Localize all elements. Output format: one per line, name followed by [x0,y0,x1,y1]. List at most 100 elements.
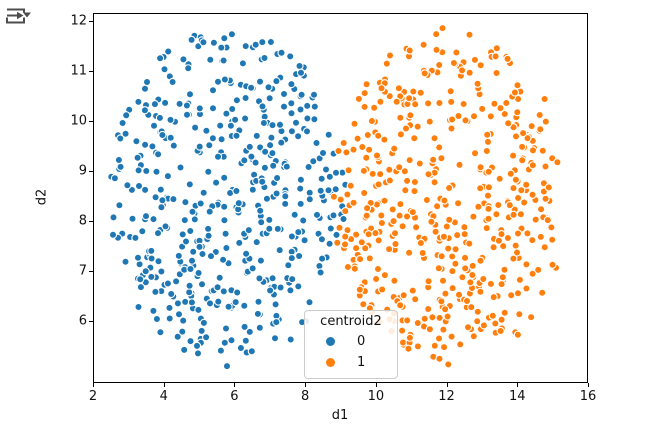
scatter-point [409,87,418,96]
y-axis-label: d2 [34,188,50,206]
scatter-point [497,280,506,289]
scatter-point [182,101,191,110]
scatter-point [447,124,456,133]
scatter-point [483,130,492,139]
scatter-point [247,83,256,92]
scatter-point [192,341,202,351]
scatter-point [494,200,503,210]
scatter-point [390,144,399,153]
scatter-point [287,99,296,108]
scatter-point [396,130,406,139]
scatter-point [118,118,127,128]
scatter-point [204,167,213,176]
x-tick-label: 4 [159,389,168,404]
scatter-point [333,238,342,247]
scatter-point [134,302,143,312]
scatter-point [498,273,507,282]
scatter-point [217,135,226,144]
scatter-point [448,284,457,293]
scatter-point [496,103,505,113]
scatter-point [279,102,289,111]
scatter-point [522,260,531,269]
scatter-point [247,152,256,161]
scatter-point [302,127,312,136]
scatter-point [187,298,196,307]
scatter-point [251,40,260,49]
scatter-point [208,86,218,95]
scatter-point [199,38,208,47]
scatter-point [361,244,370,253]
scatter-point [515,310,524,319]
scatter-point [149,306,158,316]
scatter-point [272,76,281,86]
scatter-point [208,104,218,113]
scatter-point [346,181,355,190]
scatter-point [121,257,130,266]
x-tick-mark [305,383,307,387]
scatter-point [288,275,297,284]
scatter-point [518,142,527,151]
scatter-point [168,77,177,87]
scatter-point [258,102,267,111]
scatter-point [429,155,438,164]
scatter-point [286,286,295,295]
scatter-point [296,68,306,77]
scatter-point [260,163,269,172]
scatter-point [199,188,208,197]
scatter-point [470,55,480,65]
scatter-point [166,133,175,142]
scatter-point [325,172,334,181]
scatter-point [228,104,237,114]
scatter-point [482,224,491,233]
scatter-point [240,156,249,165]
x-tick-mark [446,383,448,387]
scatter-point [500,265,509,274]
scatter-point [416,88,425,97]
scatter-point [284,261,293,270]
scatter-point [517,186,526,195]
scatter-point [466,278,475,287]
scatter-point [151,193,160,202]
scatter-point [149,121,159,130]
scatter-point [226,121,235,130]
scatter-point [184,64,193,73]
scatter-point [408,208,417,217]
scatter-point [424,304,433,314]
scatter-point [329,192,338,201]
scatter-point [359,166,369,175]
scatter-point [287,79,296,89]
scatter-point [147,254,156,263]
scatter-point [465,68,474,77]
scatter-point [173,332,182,341]
scatter-point [222,109,231,118]
legend-entry: 0 [311,331,391,352]
scatter-point [262,194,271,203]
scatter-point [454,199,463,208]
scatter-point [382,59,391,68]
scatter-point [484,214,493,223]
x-tick-label: 6 [230,389,239,404]
scatter-point [195,242,204,251]
scatter-point [491,319,500,328]
scatter-point [411,295,420,304]
scatter-point [157,203,166,212]
scatter-point [474,202,483,211]
scatter-point [448,115,457,124]
scatter-point [193,349,203,358]
change-presentation-button[interactable] [2,2,34,30]
scatter-point [373,264,383,274]
scatter-point [506,169,515,178]
scatter-point [424,277,433,286]
scatter-point [473,317,482,326]
scatter-point [425,325,435,334]
scatter-point [488,311,497,320]
scatter-point [231,298,240,307]
scatter-point [286,335,295,344]
scatter-point [528,190,537,199]
scatter-point [256,206,265,215]
scatter-point [547,223,556,232]
scatter-point [152,314,162,324]
scatter-point [252,238,261,247]
scatter-point [150,99,160,109]
scatter-point [312,138,321,148]
